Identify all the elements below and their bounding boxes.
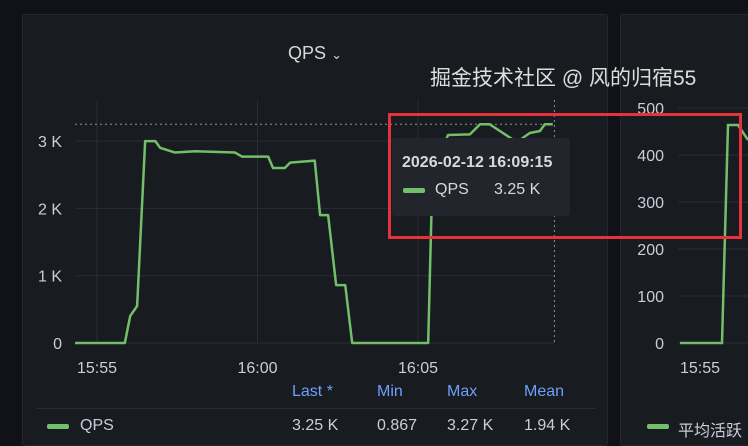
- y-tick-label: 2 K: [38, 201, 62, 218]
- qps-chart: 01 K2 K3 K15:55 16:00 16:05500400300200100…: [38, 100, 748, 377]
- highlight-box: [388, 113, 742, 239]
- y-tick-label: 3 K: [38, 134, 62, 151]
- tooltip: 2026-02-12 16:09:15 QPS 3.25 K: [392, 138, 570, 216]
- y-tick-label: 1 K: [38, 269, 62, 286]
- right-panel: [620, 14, 748, 446]
- legend-last: 3.25 K: [292, 417, 339, 434]
- qps-panel: QPS ⌄: [22, 14, 608, 446]
- legend-max: 3.27 K: [447, 417, 494, 434]
- x-tick-label: 16:05: [398, 360, 438, 377]
- x-tick-label: 15:55: [77, 360, 117, 377]
- right-y-tick-label: 0: [655, 336, 664, 353]
- right-x-tick-label: 15:55: [680, 360, 720, 377]
- tooltip-time: 2026-02-12 16:09:15: [402, 154, 553, 171]
- right-legend-series[interactable]: 平均活跃: [678, 423, 743, 440]
- x-tick-label: 16:00: [237, 360, 277, 377]
- legend-header-last[interactable]: Last *: [292, 383, 333, 400]
- right-y-tick-label: 300: [637, 195, 664, 212]
- tooltip-value: 3.25 K: [494, 181, 541, 198]
- chevron-down-icon: ⌄: [331, 47, 342, 62]
- legend-header-mean[interactable]: Mean: [524, 383, 565, 400]
- legend-divider: [36, 408, 596, 409]
- tooltip-series: QPS: [435, 181, 469, 198]
- right-y-tick-label: 100: [637, 289, 664, 306]
- right-y-tick-label: 200: [637, 242, 664, 259]
- legend-header-max[interactable]: Max: [447, 383, 478, 400]
- legend-min: 0.867: [377, 417, 418, 434]
- y-tick-label: 0: [53, 336, 62, 353]
- tooltip-swatch: [403, 188, 425, 193]
- legend-header-min[interactable]: Min: [377, 383, 403, 400]
- panel-title-text: QPS: [288, 43, 327, 63]
- legend-series-name[interactable]: QPS: [80, 417, 114, 434]
- panel-title[interactable]: QPS ⌄: [23, 43, 607, 64]
- right-legend-swatch: [647, 424, 669, 429]
- legend-mean: 1.94 K: [524, 417, 571, 434]
- legend-swatch: [47, 424, 69, 429]
- watermark: 掘金技术社区 @ 风的归宿55: [430, 67, 697, 90]
- right-y-tick-label: 400: [637, 148, 664, 165]
- series-line-qps: [75, 123, 553, 345]
